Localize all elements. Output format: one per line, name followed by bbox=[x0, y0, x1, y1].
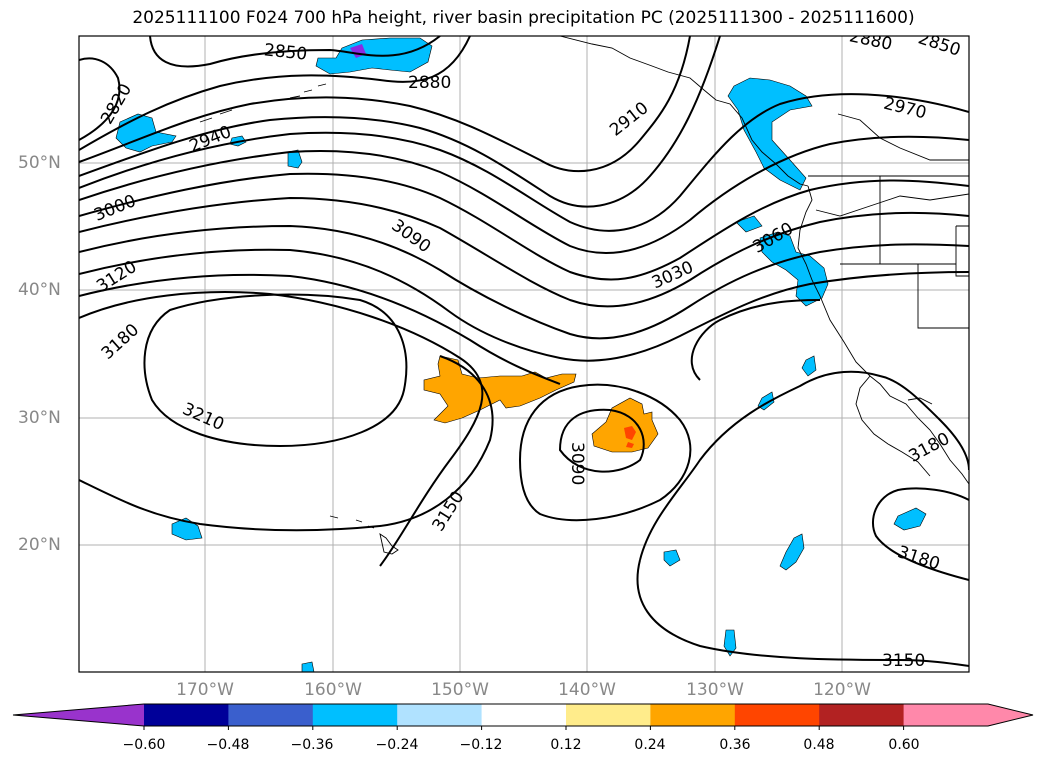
lon-label: 150°W bbox=[431, 680, 489, 700]
contour-3090-low bbox=[558, 408, 645, 473]
lon-label: 160°W bbox=[304, 680, 362, 700]
lat-label: 30°N bbox=[18, 408, 61, 428]
contour-3120 bbox=[79, 248, 969, 362]
colorbar-cell bbox=[481, 704, 567, 726]
precip-blue-area bbox=[171, 517, 203, 541]
colorbar-tick-label: −0.24 bbox=[375, 737, 419, 753]
contour-3090 bbox=[79, 224, 969, 340]
colorbar-tick-label: −0.48 bbox=[206, 737, 250, 753]
colorbar-tick-label: 0.60 bbox=[888, 737, 920, 753]
contour-3060 bbox=[79, 196, 969, 308]
lon-label: 130°W bbox=[686, 680, 744, 700]
contour-3060-right bbox=[690, 299, 821, 381]
contour-3180 bbox=[79, 291, 484, 567]
colorbar-tick-label: −0.36 bbox=[290, 737, 334, 753]
lat-label: 20°N bbox=[18, 535, 61, 555]
precip-orange-area bbox=[423, 355, 577, 424]
lon-label: 170°W bbox=[176, 680, 234, 700]
precip-blue-area bbox=[893, 507, 927, 531]
colorbar-cell bbox=[228, 704, 314, 726]
contour-label: 2880 bbox=[408, 73, 451, 93]
plot-frame bbox=[78, 35, 970, 673]
colorbar-cell bbox=[144, 704, 229, 726]
colorbar-cell bbox=[903, 704, 989, 726]
lon-label: 120°W bbox=[813, 680, 871, 700]
contour-2880 bbox=[79, 36, 471, 151]
contour-2910 bbox=[79, 36, 691, 173]
colorbar-cell bbox=[819, 704, 905, 726]
colorbar bbox=[12, 703, 1034, 730]
contour-3120-low bbox=[518, 383, 692, 522]
map-title: 2025111100 F024 700 hPa height, river ba… bbox=[132, 8, 915, 28]
colorbar-tick-label: −0.12 bbox=[459, 737, 503, 753]
contour-2970 bbox=[79, 93, 969, 232]
contour-3210-closed bbox=[143, 293, 408, 448]
contour-2820 bbox=[79, 57, 121, 141]
precip-red-spot bbox=[626, 442, 634, 448]
colorbar-tick-label: 0.24 bbox=[634, 737, 666, 753]
colorbar-cell bbox=[566, 704, 651, 726]
precip-blue-area bbox=[287, 149, 303, 169]
colorbar-extend-high bbox=[988, 704, 1033, 726]
colorbar-tick-label: 0.12 bbox=[550, 737, 582, 753]
height-contours bbox=[79, 36, 969, 667]
colorbar-cell bbox=[734, 704, 820, 726]
precip-orange-area bbox=[591, 397, 659, 453]
precip-blue-area bbox=[663, 549, 681, 567]
contour-3000 bbox=[79, 135, 969, 255]
lat-label: 40°N bbox=[18, 280, 61, 300]
precip-red-spot bbox=[624, 426, 636, 440]
contour-label: 2850 bbox=[263, 40, 308, 64]
contour-label: 3150 bbox=[882, 651, 925, 671]
contour-2940 bbox=[79, 36, 721, 208]
contour-3180-right bbox=[872, 487, 969, 581]
precip-blue-area bbox=[727, 77, 813, 191]
colorbar-tick-label: 0.48 bbox=[803, 737, 835, 753]
colorbar-tick-label: −0.60 bbox=[122, 737, 166, 753]
precip-fills bbox=[115, 37, 927, 672]
precip-blue-area bbox=[301, 661, 315, 672]
plot-area bbox=[79, 36, 969, 672]
contour-3150 bbox=[79, 273, 561, 385]
contour-label: 3090 bbox=[567, 442, 587, 485]
contour-3150-bottom bbox=[636, 559, 969, 667]
contour-3180-outer bbox=[79, 355, 494, 532]
colorbar-cell bbox=[397, 704, 483, 726]
contour-3150-right bbox=[639, 370, 969, 561]
precip-blue-area bbox=[735, 215, 763, 233]
contour-3030 bbox=[79, 172, 969, 281]
colorbar-cell bbox=[650, 704, 736, 726]
lon-label: 140°W bbox=[558, 680, 616, 700]
colorbar-extend-low bbox=[13, 704, 144, 726]
coastlines bbox=[199, 36, 969, 555]
precip-blue-area bbox=[759, 231, 829, 307]
colorbar-tick-label: 0.36 bbox=[719, 737, 751, 753]
contour-2850 bbox=[149, 36, 441, 68]
colorbar-cell bbox=[312, 704, 398, 726]
precip-blue-area bbox=[801, 355, 817, 377]
precip-blue-area bbox=[779, 533, 805, 571]
lat-label: 50°N bbox=[18, 153, 61, 173]
